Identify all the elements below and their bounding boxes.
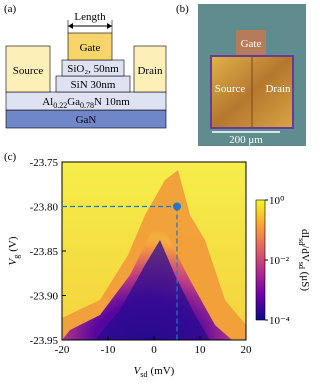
source-contact	[5, 45, 51, 93]
panel-label: (c)	[4, 151, 17, 163]
drain-contact	[133, 45, 167, 93]
panel-b: (b) Gate Source Drain 200 μm	[176, 3, 306, 146]
y-tick-label: -23.85	[30, 246, 59, 258]
heatmap-region	[95, 240, 210, 340]
layer-label: Gate	[80, 42, 101, 54]
y-axis-label: Vg(V)	[7, 236, 21, 265]
colorbar	[255, 199, 266, 321]
panel-label: (a)	[4, 3, 17, 15]
x-tick-label: -20	[55, 344, 70, 356]
layer-label: SiO₂, 50nm	[67, 63, 119, 75]
heatmap-image	[62, 162, 246, 340]
colorbar-tick-label: 10⁰	[269, 195, 285, 207]
colorbar-tick-label: 10⁻²	[269, 255, 290, 267]
layer-label: Drain	[137, 65, 163, 77]
gate-contact	[67, 32, 113, 61]
scale-label: 200 μm	[229, 134, 263, 146]
pad-label: Gate	[241, 38, 262, 50]
y-tick-label: -23.80	[30, 202, 59, 214]
panel-label: (b)	[176, 3, 189, 15]
marker-point	[173, 202, 181, 211]
layer-label: SiN 30nm	[71, 79, 116, 91]
x-axis-label: Vsd (mV)	[134, 365, 175, 379]
y-tick-label: -23.75	[30, 157, 59, 169]
layer-label: Al0.22Ga0.78N 10nm	[42, 96, 130, 110]
panel-a: (a) GaN Al0.22Ga0.78N 10nm Source Drain …	[4, 3, 167, 129]
colorbar-tick-label: 10⁻⁴	[269, 315, 290, 327]
layer-label: Source	[13, 65, 44, 77]
layer-label: GaN	[76, 114, 97, 126]
x-tick-label: 0	[151, 344, 157, 356]
arrow-heads	[68, 23, 112, 29]
y-tick-label: -23.95	[30, 335, 59, 347]
y-tick-label: -23.90	[30, 291, 59, 303]
x-tick-label: 10	[195, 344, 207, 356]
x-tick-label: 20	[241, 344, 253, 356]
pad-label: Source	[215, 83, 246, 95]
length-label: Length	[74, 11, 106, 23]
colorbar-label: dIsd/dVsd (μS)	[297, 229, 311, 291]
x-tick-label: -10	[101, 344, 116, 356]
pad-label: Drain	[265, 83, 291, 95]
gate-pad	[236, 30, 266, 56]
